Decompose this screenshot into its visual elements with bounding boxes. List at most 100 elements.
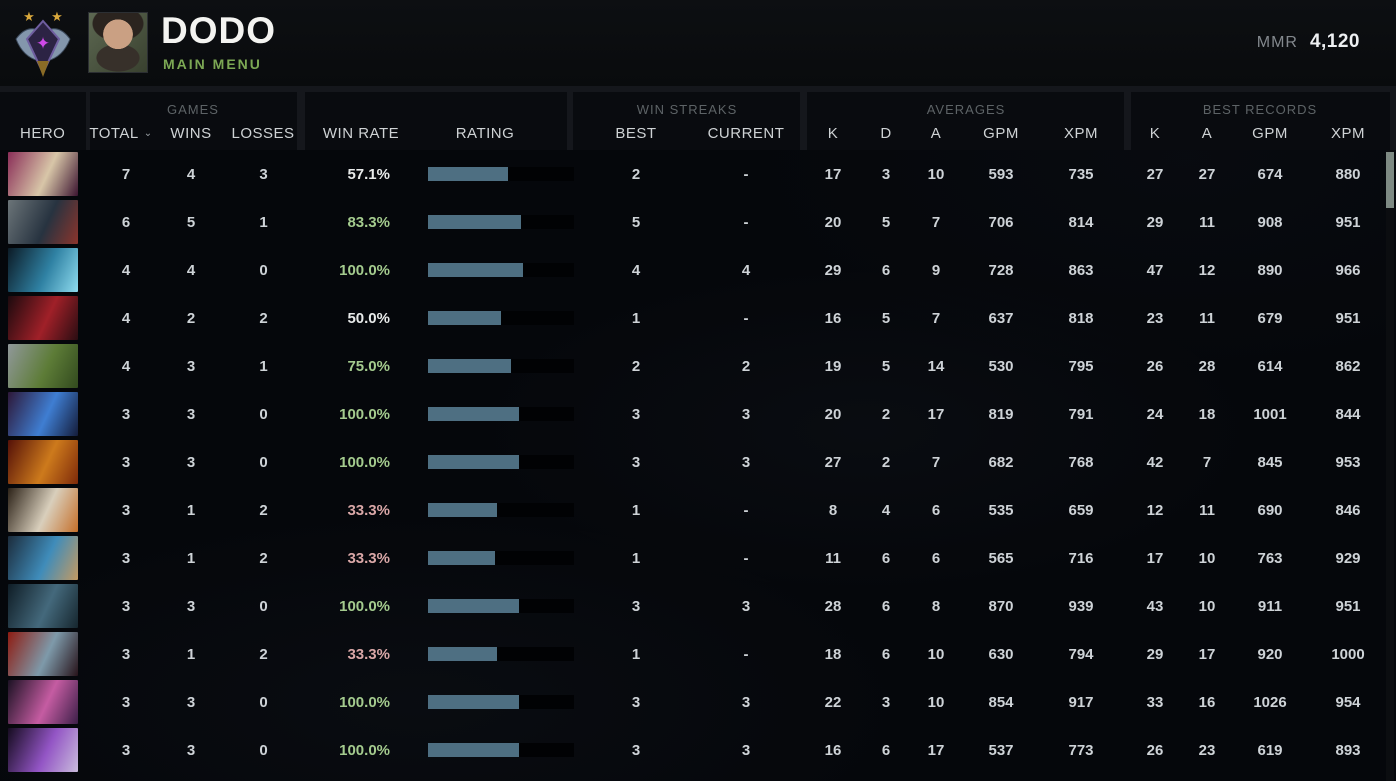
hero-table-row[interactable]: 3 3 0 100.0% 3 3 16 6 17 537 773 26 23 6… [0, 726, 1386, 774]
hero-portrait[interactable] [8, 584, 78, 628]
avg-kills-value: 20 [824, 405, 842, 423]
hero-portrait[interactable] [8, 392, 78, 436]
avg-assists-value: 10 [927, 165, 945, 183]
win-rate-value: 100.0% [339, 405, 390, 423]
avg-deaths-value: 5 [881, 213, 891, 231]
rating-bar-fill [428, 743, 519, 757]
hero-portrait[interactable] [8, 632, 78, 676]
hero-portrait[interactable] [8, 440, 78, 484]
rating-bar-fill [428, 551, 496, 565]
wins-value: 3 [186, 693, 196, 711]
hero-table-row[interactable]: 4 3 1 75.0% 2 2 19 5 14 530 795 26 28 61… [0, 342, 1386, 390]
hero-table-row[interactable]: 4 4 0 100.0% 4 4 29 6 9 728 863 47 12 89… [0, 246, 1386, 294]
record-kills-value: 27 [1146, 165, 1164, 183]
avg-gpm-value: 530 [988, 357, 1014, 375]
avg-deaths-value: 6 [881, 549, 891, 567]
group-header-averages: AVERAGES [926, 102, 1006, 117]
hero-table-row[interactable]: 3 1 2 33.3% 1 - 8 4 6 535 659 12 11 690 … [0, 486, 1386, 534]
wins-value: 1 [186, 501, 196, 519]
avg-xpm-value: 795 [1068, 357, 1094, 375]
avg-deaths-value: 5 [881, 309, 891, 327]
avg-deaths-value: 6 [881, 597, 891, 615]
column-header-assists[interactable]: A [930, 125, 942, 142]
hero-portrait[interactable] [8, 488, 78, 532]
column-header-kills[interactable]: K [827, 125, 839, 142]
rating-bar [428, 647, 574, 661]
hero-portrait[interactable] [8, 248, 78, 292]
rating-bar-fill [428, 407, 519, 421]
column-header-best[interactable]: BEST [615, 125, 657, 142]
hero-table-row[interactable]: 3 1 2 33.3% 1 - 11 6 6 565 716 17 10 763… [0, 534, 1386, 582]
record-xpm-value: 880 [1335, 165, 1361, 183]
record-assists-value: 10 [1198, 549, 1216, 567]
column-header-losses[interactable]: LOSSES [231, 125, 295, 142]
header-panel-averages [807, 92, 1124, 150]
hero-table-row[interactable]: 3 1 2 33.3% 1 - 18 6 10 630 794 29 17 92… [0, 630, 1386, 678]
column-header-record-assists[interactable]: A [1201, 125, 1213, 142]
hero-portrait[interactable] [8, 344, 78, 388]
record-gpm-value: 619 [1257, 741, 1283, 759]
rating-bar [428, 455, 574, 469]
total-games-value: 3 [121, 405, 131, 423]
avg-deaths-value: 2 [881, 405, 891, 423]
best-streak-value: 4 [631, 261, 641, 279]
player-avatar[interactable] [88, 12, 148, 73]
column-header-record-kills[interactable]: K [1149, 125, 1161, 142]
column-header-hero[interactable]: HERO [20, 125, 66, 142]
column-header-xpm[interactable]: XPM [1063, 125, 1099, 142]
hero-portrait[interactable] [8, 680, 78, 724]
column-header-current[interactable]: CURRENT [707, 125, 785, 142]
column-header-record-gpm[interactable]: GPM [1252, 125, 1288, 142]
scrollbar-thumb[interactable] [1386, 152, 1394, 208]
hero-table-row[interactable]: 3 3 0 100.0% 3 3 22 3 10 854 917 33 16 1… [0, 678, 1386, 726]
header-panel-hero [0, 92, 86, 150]
column-header-win-rate[interactable]: WIN RATE [322, 125, 400, 142]
player-name[interactable]: DODO [161, 10, 276, 51]
column-header-record-xpm[interactable]: XPM [1330, 125, 1366, 142]
hero-portrait[interactable] [8, 152, 78, 196]
best-streak-value: 1 [631, 309, 641, 327]
svg-text:✦: ✦ [36, 34, 50, 53]
column-header-gpm[interactable]: GPM [983, 125, 1019, 142]
losses-value: 0 [259, 405, 268, 423]
avg-xpm-value: 818 [1068, 309, 1094, 327]
avg-gpm-value: 535 [988, 501, 1014, 519]
record-gpm-value: 890 [1257, 261, 1283, 279]
record-xpm-value: 893 [1335, 741, 1361, 759]
avg-xpm-value: 735 [1068, 165, 1094, 183]
hero-table-row[interactable]: 7 4 3 57.1% 2 - 17 3 10 593 735 27 27 67… [0, 150, 1386, 198]
record-kills-value: 12 [1146, 501, 1164, 519]
hero-table-row[interactable]: 3 3 0 100.0% 3 3 28 6 8 870 939 43 10 91… [0, 582, 1386, 630]
avg-kills-value: 28 [824, 597, 842, 615]
column-header-deaths[interactable]: D [880, 125, 892, 142]
avg-xpm-value: 773 [1068, 741, 1094, 759]
avg-gpm-value: 706 [988, 213, 1014, 231]
hero-table-row[interactable]: 3 3 0 100.0% 3 3 27 2 7 682 768 42 7 845… [0, 438, 1386, 486]
header-panel-rating [305, 92, 567, 150]
avg-assists-value: 7 [931, 213, 941, 231]
rating-bar-fill [428, 311, 501, 325]
best-streak-value: 3 [631, 693, 641, 711]
hero-portrait[interactable] [8, 728, 78, 772]
win-rate-value: 100.0% [339, 453, 390, 471]
hero-portrait[interactable] [8, 536, 78, 580]
avg-kills-value: 22 [824, 693, 842, 711]
record-gpm-value: 674 [1257, 165, 1283, 183]
column-header-wins[interactable]: WINS [170, 125, 212, 142]
total-games-value: 3 [121, 549, 131, 567]
hero-portrait[interactable] [8, 296, 78, 340]
column-header-rating[interactable]: RATING [455, 125, 515, 142]
avg-kills-value: 8 [828, 501, 838, 519]
hero-table-row[interactable]: 6 5 1 83.3% 5 - 20 5 7 706 814 29 11 908… [0, 198, 1386, 246]
hero-table-row[interactable]: 3 3 0 100.0% 3 3 20 2 17 819 791 24 18 1… [0, 390, 1386, 438]
rating-bar-fill [428, 263, 523, 277]
column-header-total[interactable]: TOTAL ⌄ [89, 125, 152, 142]
rating-bar [428, 167, 574, 181]
record-assists-value: 28 [1198, 357, 1216, 375]
hero-portrait[interactable] [8, 200, 78, 244]
current-streak-value: - [743, 549, 749, 567]
scrollbar-track[interactable] [1386, 150, 1394, 781]
hero-table-row[interactable]: 4 2 2 50.0% 1 - 16 5 7 637 818 23 11 679… [0, 294, 1386, 342]
avg-deaths-value: 3 [881, 693, 891, 711]
top-bar: ★ ★ ✦ DODO MAIN MENU MMR 4,120 [0, 0, 1396, 86]
